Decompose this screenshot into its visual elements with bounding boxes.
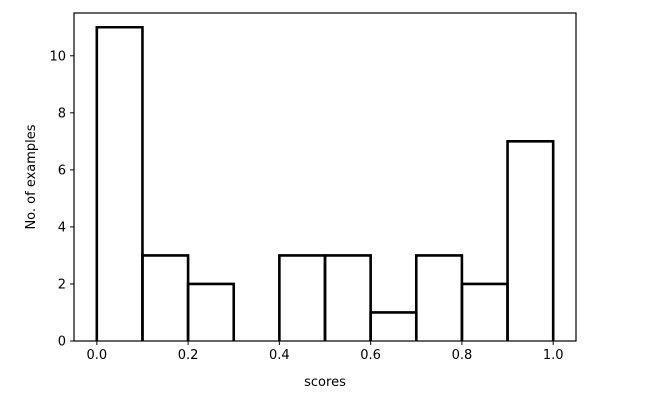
y-tick-label: 10 bbox=[49, 49, 66, 64]
y-axis-label: No. of examples bbox=[24, 124, 39, 229]
y-tick-label: 0 bbox=[58, 335, 66, 350]
x-axis-ticks: 0.0 0.2 0.4 0.6 0.8 1.0 bbox=[86, 341, 564, 363]
x-tick-label: 1.0 bbox=[543, 348, 564, 363]
histogram-bar bbox=[460, 282, 509, 341]
x-tick-label: 0.8 bbox=[452, 348, 473, 363]
y-tick-label: 6 bbox=[58, 163, 66, 178]
histogram-bar bbox=[186, 282, 236, 341]
x-axis-label: scores bbox=[304, 375, 346, 390]
histogram-bar bbox=[369, 311, 418, 341]
histogram-bar bbox=[323, 254, 372, 341]
x-tick-label: 0.2 bbox=[178, 348, 199, 363]
y-tick-label: 4 bbox=[58, 220, 66, 235]
histogram-bar bbox=[141, 254, 190, 341]
x-tick-label: 0.6 bbox=[360, 348, 381, 363]
y-tick-label: 8 bbox=[58, 106, 66, 121]
x-tick-label: 0.4 bbox=[269, 348, 290, 363]
plot-area bbox=[95, 25, 555, 341]
histogram-bar bbox=[506, 140, 555, 341]
y-axis-ticks: 0 2 4 6 8 10 bbox=[49, 49, 74, 350]
histogram-bar bbox=[414, 254, 464, 341]
x-tick-label: 0.0 bbox=[86, 348, 107, 363]
histogram-bar bbox=[278, 254, 327, 341]
y-tick-label: 2 bbox=[58, 277, 66, 292]
plot-frame bbox=[73, 12, 577, 342]
histogram-bar bbox=[95, 25, 144, 341]
